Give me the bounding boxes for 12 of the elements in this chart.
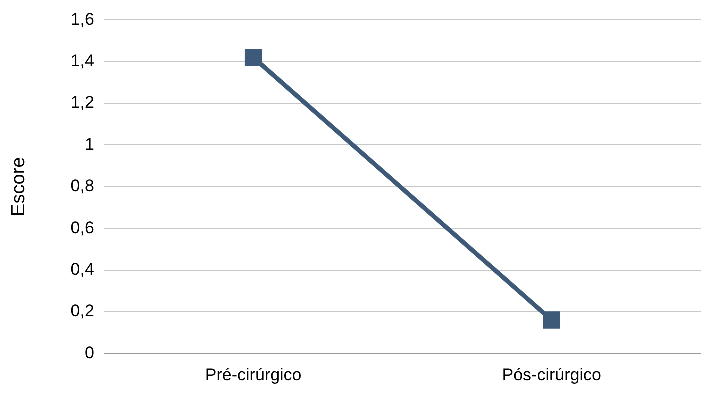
- x-tick-label: Pré-cirúrgico: [205, 365, 302, 384]
- y-tick-label: 0,4: [70, 260, 94, 279]
- y-tick-label: 0,6: [70, 218, 94, 238]
- y-tick-label: 1: [84, 134, 94, 154]
- y-tick-label: 1,4: [70, 52, 94, 71]
- x-tick-label: Pós-cirúrgico: [502, 365, 602, 384]
- y-tick-label: 0,8: [70, 176, 94, 196]
- y-tick-label: 1,2: [70, 93, 94, 112]
- y-tick-label: 0: [84, 343, 94, 362]
- y-axis-title: Escore: [8, 157, 30, 216]
- y-tick-label: 0,2: [70, 302, 94, 321]
- y-tick-label: 1,6: [70, 10, 94, 29]
